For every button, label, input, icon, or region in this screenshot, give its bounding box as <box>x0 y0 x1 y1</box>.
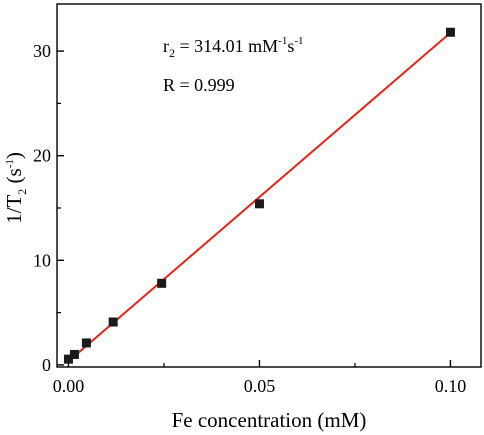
y-tick-label: 30 <box>33 41 51 61</box>
y-tick-label: 20 <box>33 146 51 166</box>
y-tick-label: 0 <box>42 355 51 375</box>
data-points <box>63 27 455 364</box>
data-point <box>157 278 167 288</box>
r2-annotation: r2 = 314.01 mM-1s-1 <box>163 35 304 60</box>
r-annotation: R = 0.999 <box>163 75 235 95</box>
data-point <box>445 27 455 37</box>
x-tick-label: 0.10 <box>435 376 467 396</box>
fit-line <box>67 32 452 363</box>
axis-ticks <box>57 50 452 367</box>
data-point <box>254 199 264 209</box>
y-tick-label: 10 <box>33 250 51 270</box>
data-point <box>69 349 79 359</box>
plot-frame <box>56 3 482 368</box>
x-tick-label: 0.05 <box>244 376 276 396</box>
data-point <box>81 338 91 348</box>
x-tick-label: 0.00 <box>53 376 85 396</box>
y-axis-label: 1/T2 (s-1) <box>2 152 29 224</box>
data-point <box>108 317 118 327</box>
data-point <box>63 354 73 364</box>
x-axis-label: Fe concentration (mM) <box>172 408 367 432</box>
tick-labels: 0.00 0.05 0.10 0 10 20 30 <box>33 41 466 396</box>
